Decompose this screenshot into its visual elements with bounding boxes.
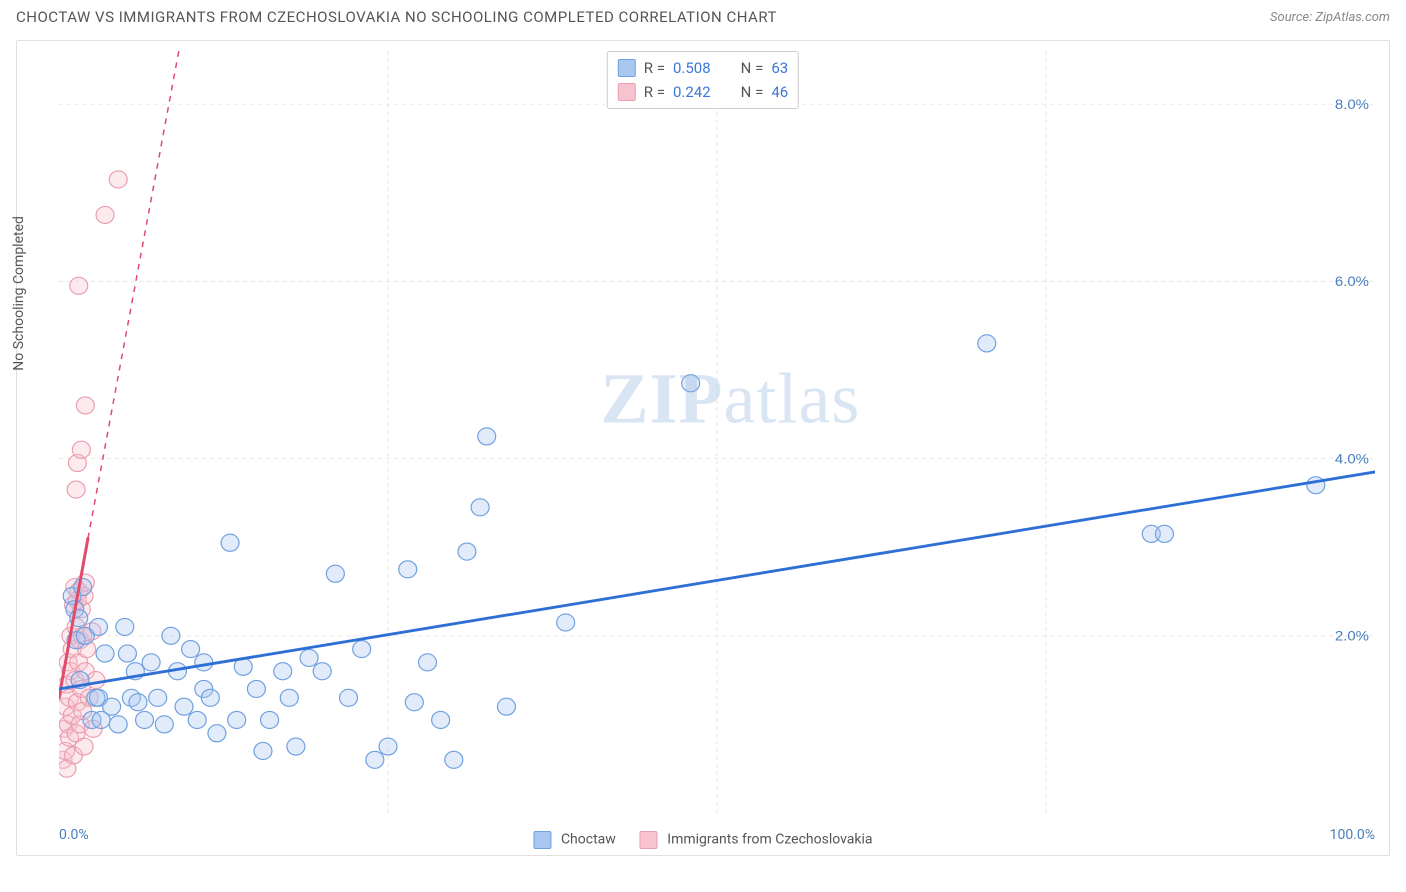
series-swatch-icon <box>618 83 636 101</box>
svg-text:4.0%: 4.0% <box>1335 452 1369 468</box>
r-label: R = <box>644 56 665 80</box>
r-value: 0.508 <box>673 56 711 80</box>
stats-legend-box: R = 0.508 N = 63 R = 0.242 N = 46 <box>607 51 799 109</box>
n-label: N = <box>741 56 764 80</box>
chart-container: No Schooling Completed R = 0.508 N = 63 … <box>16 40 1390 856</box>
legend-label: Choctaw <box>561 832 616 848</box>
bottom-legend: Choctaw Immigrants from Czechoslovakia <box>533 831 872 849</box>
r-value: 0.242 <box>673 80 711 104</box>
n-value: 63 <box>771 56 788 80</box>
legend-item: Immigrants from Czechoslovakia <box>640 831 873 849</box>
series-swatch-icon <box>618 59 636 77</box>
scatter-svg: 2.0% 4.0% 6.0% 8.0% <box>59 51 1375 813</box>
plot-area: 2.0% 4.0% 6.0% 8.0% <box>59 51 1375 813</box>
legend-item: Choctaw <box>533 831 615 849</box>
n-value: 46 <box>771 80 788 104</box>
svg-text:8.0%: 8.0% <box>1335 97 1369 113</box>
y-axis-label: No Schooling Completed <box>11 216 27 371</box>
x-axis-max-label: 100.0% <box>1330 827 1375 843</box>
source-label: Source: ZipAtlas.com <box>1270 10 1390 25</box>
stats-row: R = 0.242 N = 46 <box>618 80 788 104</box>
svg-text:2.0%: 2.0% <box>1335 629 1369 645</box>
stats-row: R = 0.508 N = 63 <box>618 56 788 80</box>
legend-label: Immigrants from Czechoslovakia <box>667 832 872 848</box>
r-label: R = <box>644 80 665 104</box>
chart-title: CHOCTAW VS IMMIGRANTS FROM CZECHOSLOVAKI… <box>16 8 777 26</box>
legend-swatch-icon <box>533 831 551 849</box>
x-axis-min-label: 0.0% <box>59 827 89 843</box>
legend-swatch-icon <box>640 831 658 849</box>
n-label: N = <box>741 80 764 104</box>
svg-text:6.0%: 6.0% <box>1335 274 1369 290</box>
